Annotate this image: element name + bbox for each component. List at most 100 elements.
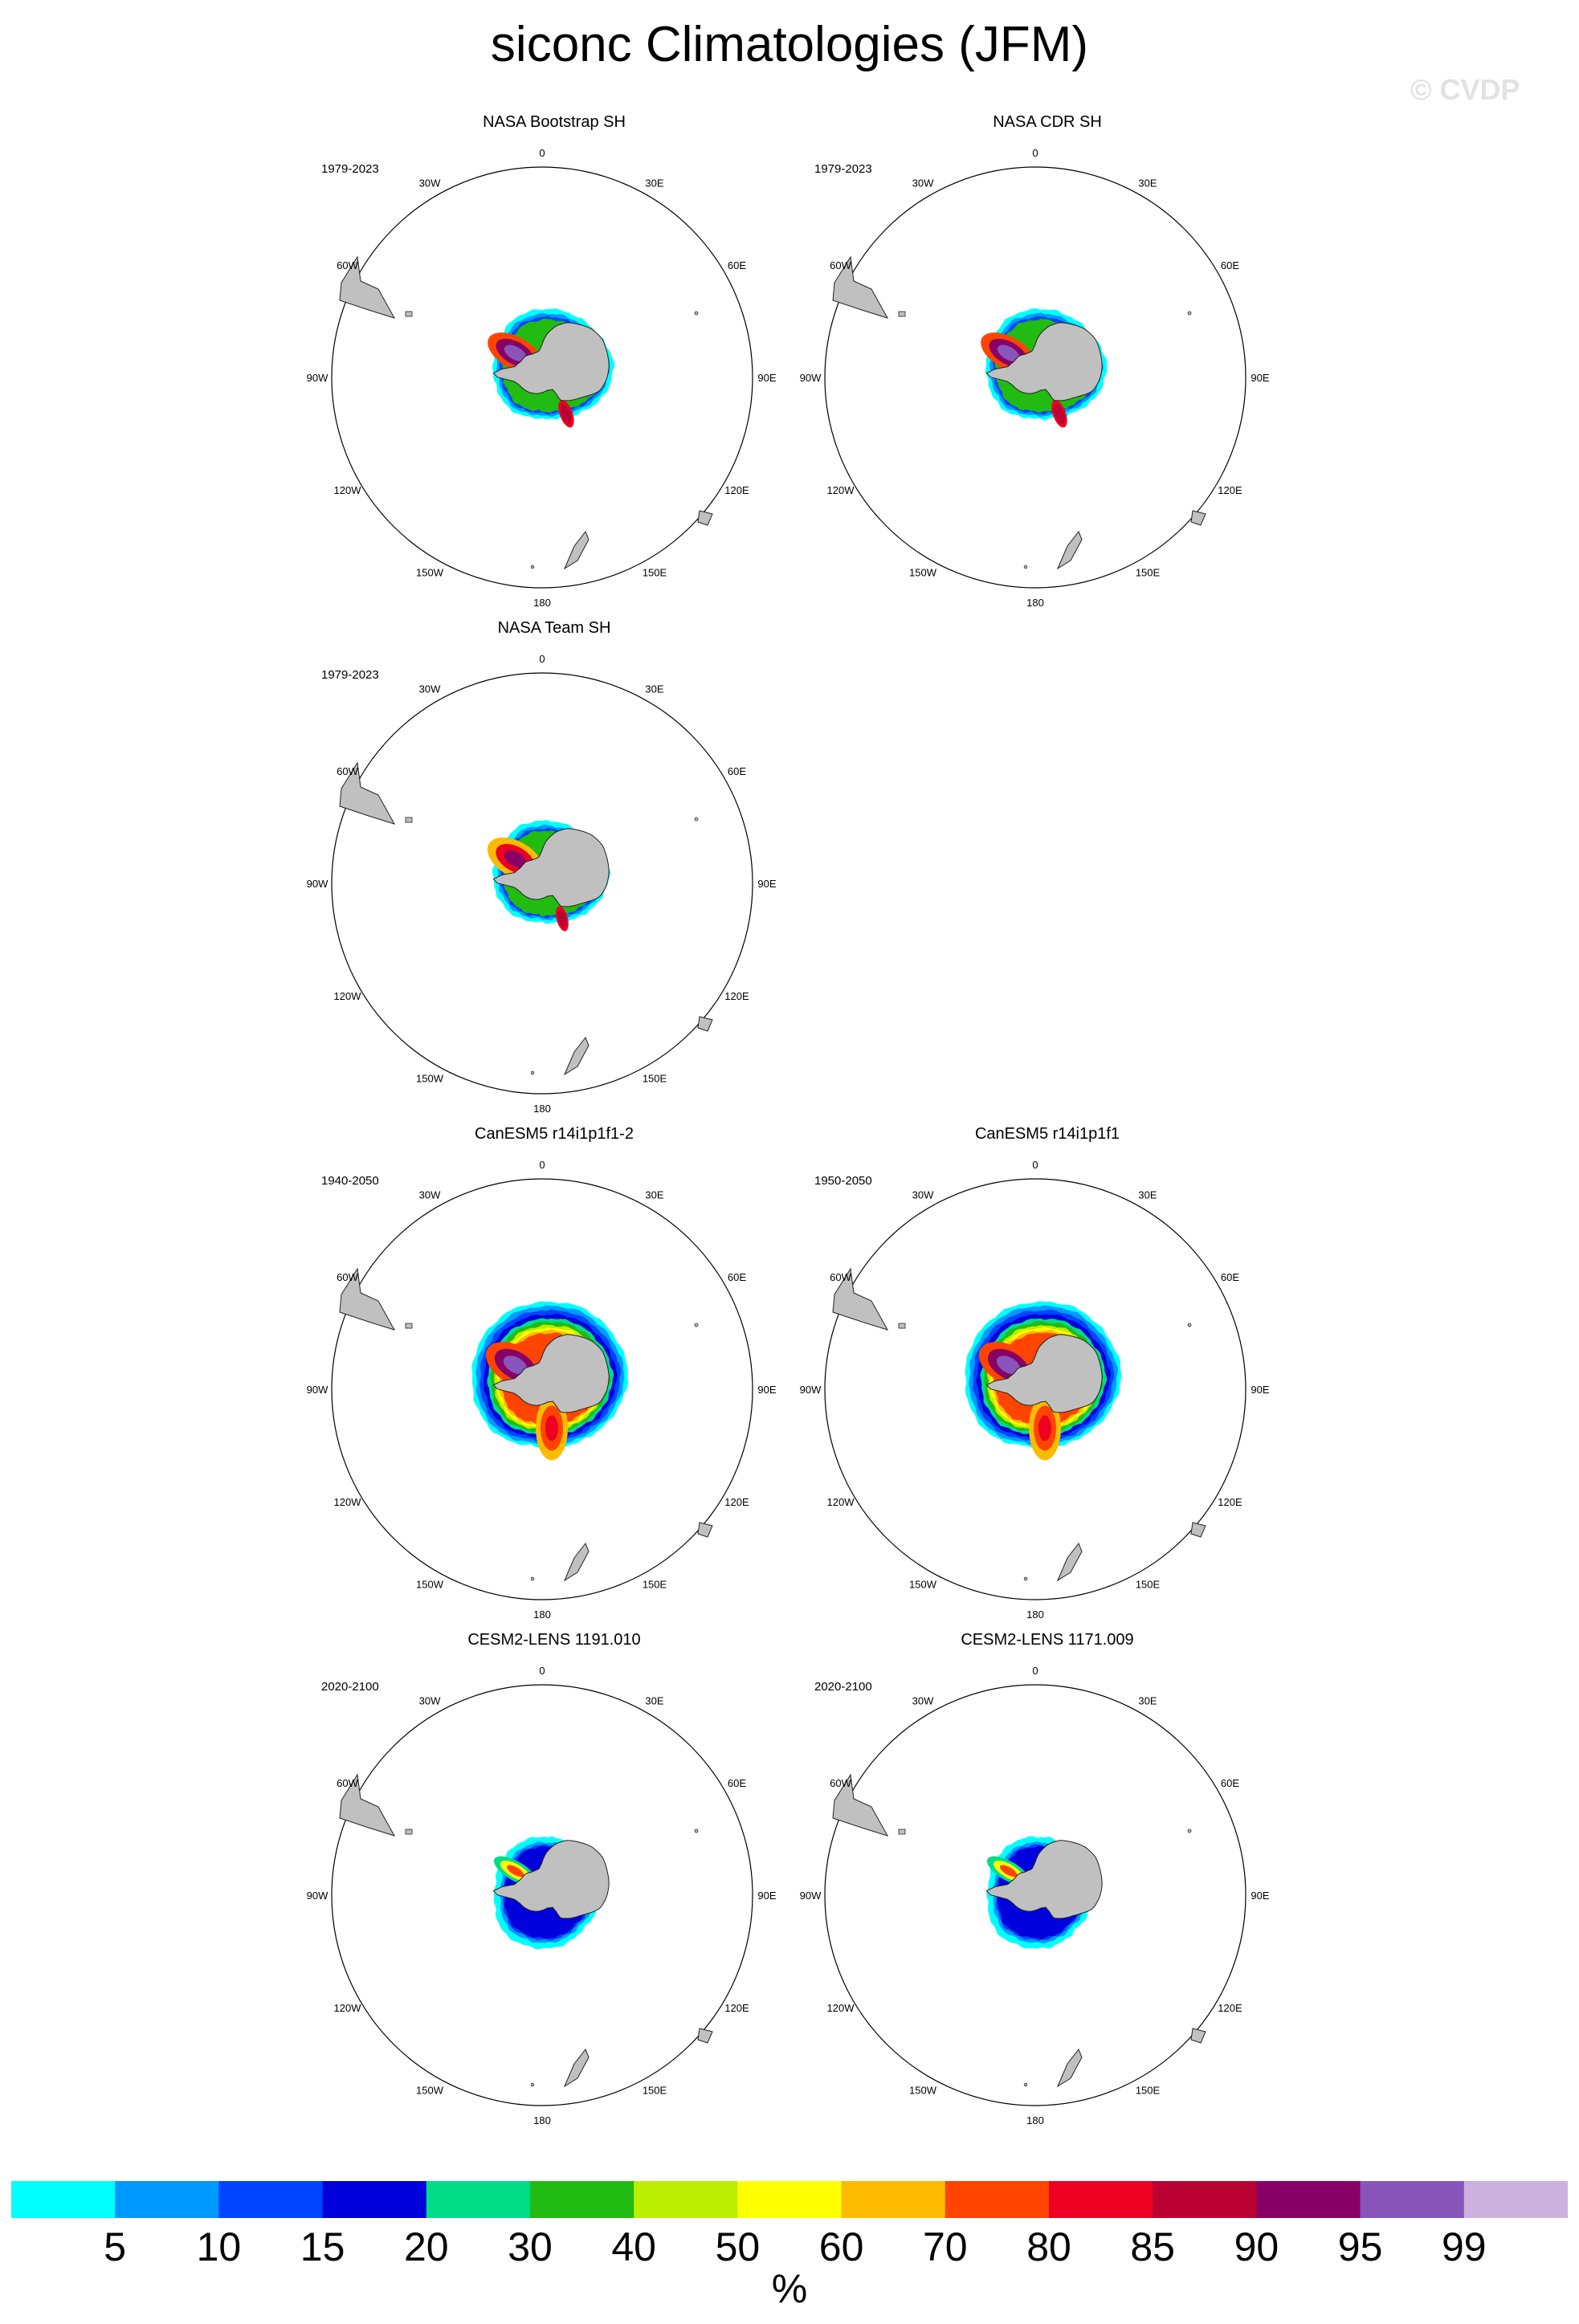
colorbar-box <box>530 2181 634 2218</box>
map-panel: CanESM5 r14i1p1f1 1950-2050 0 30E 60E 90E 120E… <box>790 1124 1304 1622</box>
polar-map: 0 30E 60E 90E 120E 150E 180 150W 120W 90W 60W 30W <box>790 112 1304 610</box>
small-island <box>1024 2083 1027 2086</box>
longitude-label: 180 <box>533 1608 551 1621</box>
longitude-label: 150W <box>416 566 444 578</box>
colorbar-level-label: 95 <box>1338 2223 1383 2271</box>
longitude-label: 180 <box>1026 597 1044 609</box>
longitude-label: 150W <box>416 1578 444 1590</box>
longitude-label: 90W <box>800 1890 822 1902</box>
map-panel: NASA CDR SH 1979-2023 0 30E 60E 90E 120E 150E 18… <box>790 112 1304 610</box>
kerguelen-island <box>1188 312 1191 315</box>
longitude-label: 120W <box>334 484 362 496</box>
longitude-label: 60W <box>337 765 358 777</box>
longitude-label: 30W <box>419 1695 441 1707</box>
longitude-label: 180 <box>1026 1608 1044 1621</box>
longitude-label: 120E <box>724 1496 749 1508</box>
longitude-label: 60W <box>337 259 358 271</box>
colorbar-box <box>1361 2181 1465 2218</box>
tasmania-landmass <box>1191 511 1206 525</box>
falkland-islands <box>406 312 412 316</box>
longitude-label: 90W <box>800 372 822 384</box>
longitude-label: 60E <box>1221 1271 1239 1283</box>
polar-map: 0 30E 60E 90E 120E 150E 180 150W 120W 90W 60W 30W <box>790 1630 1304 2128</box>
longitude-label: 90W <box>307 372 328 384</box>
longitude-label: 30E <box>645 1695 663 1707</box>
longitude-label: 60E <box>728 1271 746 1283</box>
longitude-label: 90E <box>757 1890 776 1902</box>
map-panel: CESM2-LENS 1171.009 2020-2100 0 30E 60E 90E 12… <box>790 1630 1304 2128</box>
longitude-label: 60E <box>728 259 746 271</box>
polar-map: 0 30E 60E 90E 120E 150E 180 150W 120W 90W 60W 30W <box>297 112 811 610</box>
longitude-label: 150E <box>1136 566 1161 578</box>
colorbar-level-label: 85 <box>1130 2223 1175 2271</box>
colorbar-box <box>323 2181 427 2218</box>
tasmania-landmass <box>1191 1523 1206 1537</box>
longitude-label: 180 <box>533 1103 551 1115</box>
longitude-label: 120W <box>334 1496 362 1508</box>
watermark: © CVDP <box>1410 72 1520 108</box>
small-island <box>1024 565 1027 569</box>
falkland-islands <box>406 1829 412 1834</box>
longitude-label: 30W <box>912 177 934 190</box>
small-island <box>531 1071 534 1074</box>
longitude-label: 150W <box>416 1072 444 1084</box>
longitude-label: 90W <box>307 878 328 890</box>
small-island <box>531 2083 534 2086</box>
polar-map: 0 30E 60E 90E 120E 150E 180 150W 120W 90W 60W 30W <box>297 1124 811 1622</box>
longitude-label: 60E <box>728 765 746 777</box>
longitude-label: 150W <box>909 1578 937 1590</box>
longitude-label: 60E <box>1221 1777 1239 1789</box>
longitude-label: 150E <box>643 2084 667 2096</box>
small-island <box>1024 1577 1027 1580</box>
longitude-label: 150E <box>643 1578 667 1590</box>
longitude-label: 120E <box>1218 484 1242 496</box>
small-island <box>531 1577 534 1580</box>
longitude-label: 180 <box>1026 2114 1044 2126</box>
longitude-label: 0 <box>539 1159 545 1171</box>
longitude-label: 150E <box>643 566 667 578</box>
tasmania-landmass <box>698 2028 712 2043</box>
falkland-islands <box>899 1323 905 1328</box>
polar-map: 0 30E 60E 90E 120E 150E 180 150W 120W 90W 60W 30W <box>297 618 811 1116</box>
colorbar-box <box>11 2181 116 2218</box>
colorbar-box <box>737 2181 842 2218</box>
ice-hotspot <box>1038 1415 1051 1441</box>
longitude-label: 150W <box>909 2084 937 2096</box>
colorbar-level-label: 70 <box>923 2223 968 2271</box>
colorbar-level-label: 40 <box>611 2223 656 2271</box>
longitude-label: 0 <box>1032 1665 1038 1677</box>
tasmania-landmass <box>698 511 712 525</box>
colorbar-box <box>945 2181 1050 2218</box>
longitude-label: 30W <box>912 1695 934 1707</box>
colorbar-level-label: 50 <box>716 2223 761 2271</box>
longitude-label: 120W <box>827 2002 855 2014</box>
map-panel: NASA Bootstrap SH 1979-2023 0 30E 60E 90E 120E… <box>297 112 811 610</box>
colorbar-level-label: 80 <box>1026 2223 1071 2271</box>
kerguelen-island <box>695 312 698 315</box>
colorbar-box <box>634 2181 738 2218</box>
longitude-label: 120W <box>827 484 855 496</box>
longitude-label: 90E <box>1251 1890 1269 1902</box>
ice-hotspot <box>545 1415 558 1441</box>
longitude-label: 60W <box>830 1777 851 1789</box>
longitude-label: 120E <box>1218 2002 1242 2014</box>
longitude-label: 30W <box>912 1189 934 1201</box>
colorbar-unit: % <box>0 2265 1579 2313</box>
longitude-label: 120E <box>724 2002 749 2014</box>
longitude-label: 150E <box>1136 1578 1161 1590</box>
longitude-label: 60W <box>830 259 851 271</box>
longitude-label: 90W <box>800 1384 822 1396</box>
kerguelen-island <box>1188 1829 1191 1833</box>
longitude-label: 60W <box>337 1777 358 1789</box>
longitude-label: 30E <box>1138 1695 1157 1707</box>
colorbar-box <box>1464 2181 1568 2218</box>
longitude-label: 120W <box>334 990 362 1002</box>
longitude-label: 90E <box>1251 1384 1269 1396</box>
map-panel: NASA Team SH 1979-2023 0 30E 60E 90E 120E 150E 1… <box>297 618 811 1116</box>
longitude-label: 120W <box>334 2002 362 2014</box>
longitude-label: 120E <box>724 990 749 1002</box>
colorbar-box <box>1153 2181 1257 2218</box>
polar-map: 0 30E 60E 90E 120E 150E 180 150W 120W 90W 60W 30W <box>297 1630 811 2128</box>
longitude-label: 30E <box>645 177 663 190</box>
longitude-label: 90E <box>757 878 776 890</box>
